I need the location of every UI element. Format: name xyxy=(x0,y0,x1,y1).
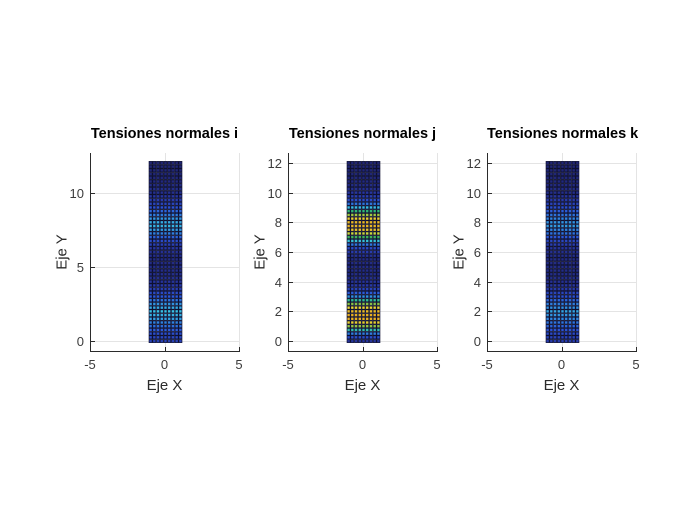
y-tick-label: 6 xyxy=(274,245,282,260)
y-tick-label: 0 xyxy=(473,334,481,350)
y-tick-label: 5 xyxy=(76,259,84,275)
scatter-canvas xyxy=(91,153,240,351)
subplot-tensiones-i: Tensiones normales i Eje Y 0 5 10 -5 0 5 Eje… xyxy=(40,123,259,408)
plot-area xyxy=(487,153,637,352)
y-tick-label: 8 xyxy=(473,215,481,231)
y-tick-label: 10 xyxy=(466,185,481,201)
chart-title: Tensiones normales j xyxy=(288,126,437,142)
y-tick-label: 4 xyxy=(274,274,282,290)
x-tick-label: 5 xyxy=(632,357,640,372)
chart-title: Tensiones normales i xyxy=(90,126,239,142)
y-tick-label: 6 xyxy=(473,245,481,260)
plot-area xyxy=(288,153,438,352)
y-tick-label: 2 xyxy=(274,304,282,320)
y-tick-label: 8 xyxy=(274,215,282,231)
x-tick-label: -5 xyxy=(282,357,294,372)
subplot-tensiones-j: Tensiones normales j Eje Y 0 2 4 6 8 10 12 -5 0… xyxy=(238,123,457,408)
chart-title: Tensiones normales k xyxy=(487,126,639,142)
y-tick-label: 0 xyxy=(274,334,282,350)
y-tick-label: 10 xyxy=(69,185,84,201)
scatter-canvas xyxy=(488,153,637,351)
y-tick-label: 12 xyxy=(466,155,481,171)
plot-area xyxy=(90,153,240,352)
x-tick-label: 0 xyxy=(557,357,566,372)
y-tick-label: 2 xyxy=(473,304,481,320)
y-tick-label: 10 xyxy=(267,185,282,201)
x-tick-label: -5 xyxy=(84,357,96,372)
x-axis-label: Eje X xyxy=(146,377,183,394)
x-tick-label: 5 xyxy=(235,357,243,372)
y-tick-label: 4 xyxy=(473,274,481,290)
x-tick-label: 5 xyxy=(433,357,441,372)
x-tick-label: 0 xyxy=(358,357,367,372)
x-axis-label: Eje X xyxy=(344,377,381,394)
x-tick-label: 0 xyxy=(160,357,169,372)
x-axis-label: Eje X xyxy=(543,377,580,394)
x-tick-label: -5 xyxy=(481,357,493,372)
y-tick-label: 12 xyxy=(267,155,282,171)
scatter-canvas xyxy=(289,153,438,351)
subplot-tensiones-k: Tensiones normales k Eje Y 0 2 4 6 8 10 12 -5 0… xyxy=(437,123,656,408)
y-tick-label: 0 xyxy=(76,334,84,350)
